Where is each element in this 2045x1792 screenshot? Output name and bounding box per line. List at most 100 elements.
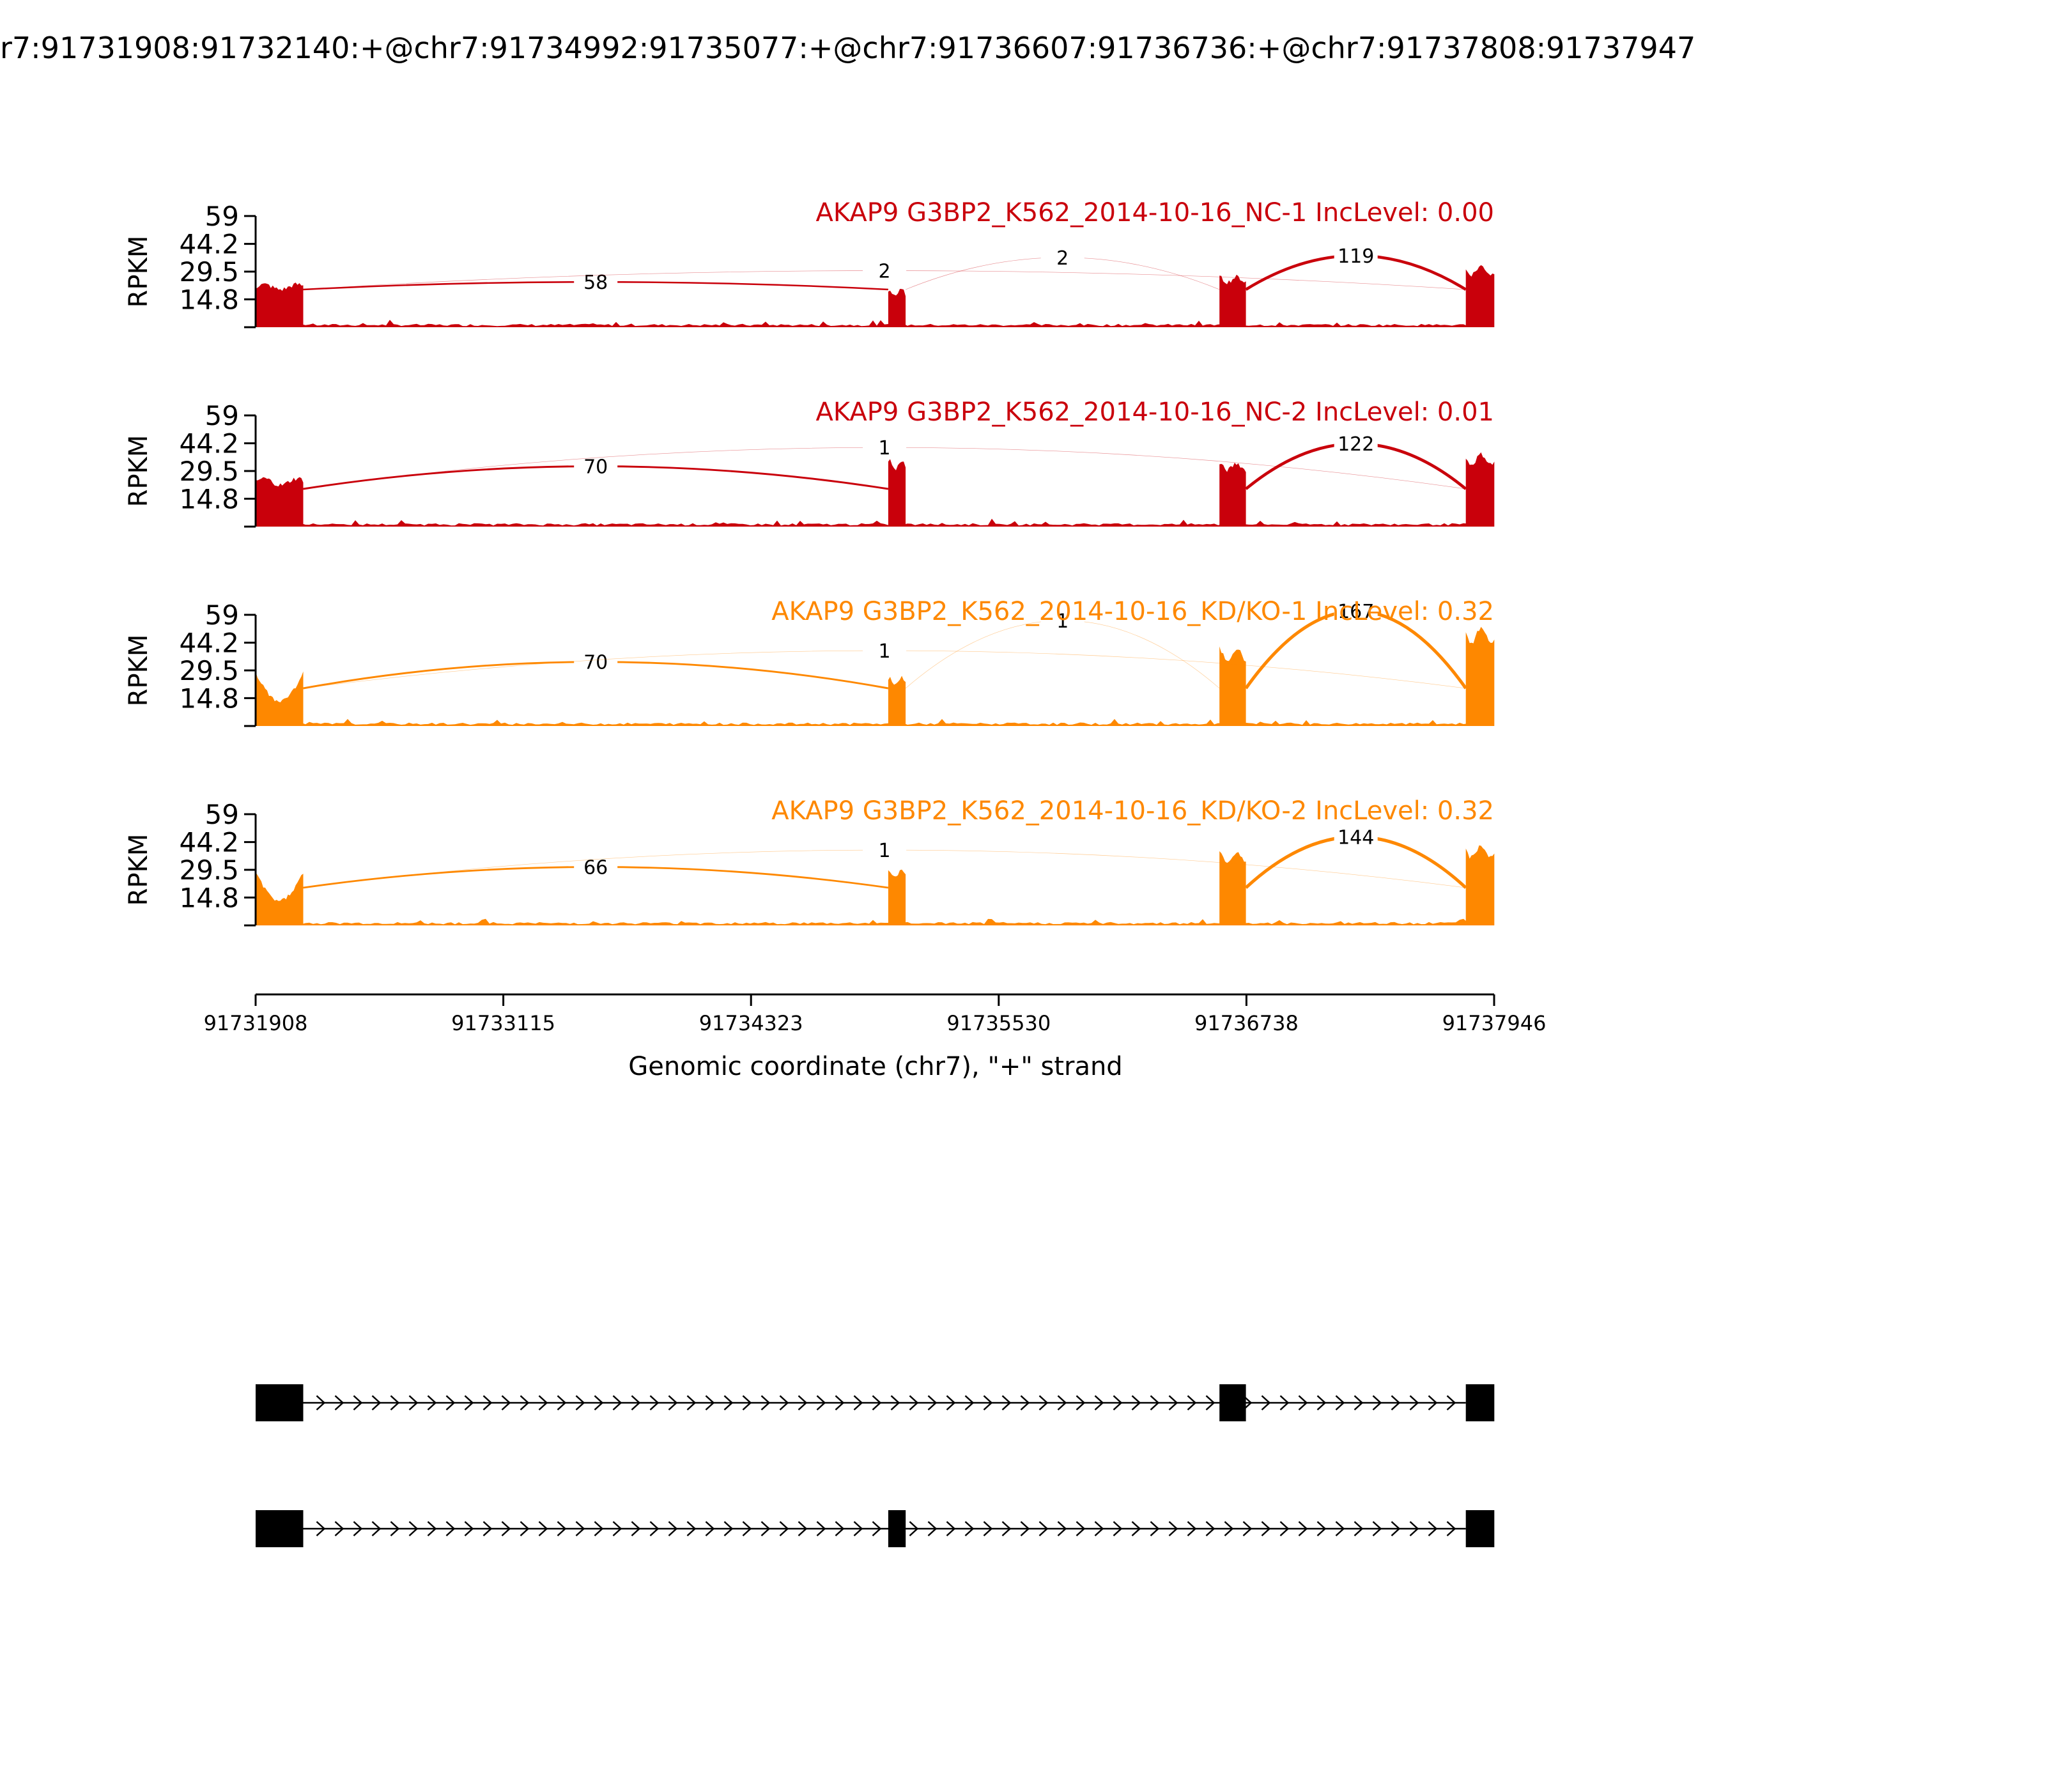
strand-arrow (1057, 1395, 1067, 1410)
strand-arrow (316, 1521, 326, 1536)
junction-count-1: 58 (574, 270, 618, 294)
exon-coverage-3 (1219, 646, 1246, 726)
junction-count-2: 1 (863, 838, 907, 862)
strand-arrow (1354, 1395, 1364, 1410)
junction-count-2: 1 (863, 638, 907, 663)
strand-arrow (1446, 1395, 1456, 1410)
junction-count-text: 2 (879, 261, 891, 283)
strand-arrow (779, 1521, 789, 1536)
strand-arrow (371, 1395, 382, 1410)
strand-arrow (482, 1395, 493, 1410)
junction-count-3: 144 (1334, 824, 1378, 849)
strand-arrow (1335, 1395, 1345, 1410)
exon-block (1465, 1384, 1495, 1421)
strand-arrow (501, 1521, 511, 1536)
junction-count-text: 2 (1056, 247, 1069, 270)
strand-arrow (723, 1521, 734, 1536)
strand-arrow (408, 1521, 419, 1536)
strand-arrow (1316, 1521, 1327, 1536)
background-coverage (256, 719, 1494, 726)
strand-arrow (1354, 1521, 1364, 1536)
strand-arrow (1168, 1395, 1178, 1410)
strand-arrow (1001, 1521, 1012, 1536)
y-axis-label: RPKM (124, 236, 153, 308)
strand-arrow (1428, 1395, 1438, 1410)
strand-arrow (964, 1395, 975, 1410)
strand-arrow (445, 1521, 456, 1536)
exon-coverage-2 (888, 869, 906, 925)
strand-arrow (427, 1521, 437, 1536)
strand-arrow (1242, 1521, 1253, 1536)
strand-arrow (427, 1395, 437, 1410)
strand-arrow (1205, 1521, 1215, 1536)
strand-arrow (1316, 1395, 1327, 1410)
strand-arrow (964, 1521, 975, 1536)
strand-arrow (1001, 1395, 1012, 1410)
strand-arrow (835, 1395, 845, 1410)
y-tick-label: 14.8 (179, 483, 239, 514)
y-tick-label: 44.2 (179, 229, 239, 260)
strand-arrow (1131, 1395, 1141, 1410)
y-axis-label: RPKM (124, 834, 153, 906)
strand-arrow (1168, 1521, 1178, 1536)
junction-count-4: 167 (1334, 599, 1378, 623)
junction-count-text: 70 (583, 652, 608, 674)
y-tick-label: 59 (205, 799, 239, 830)
y-tick-label: 14.8 (179, 683, 239, 714)
junction-count-bg (1334, 431, 1378, 455)
strand-arrow (1372, 1521, 1382, 1536)
junction-count-1: 66 (574, 854, 618, 879)
strand-arrow (946, 1395, 956, 1410)
junction-count-bg (1334, 599, 1378, 622)
strand-arrow (890, 1395, 900, 1410)
junction-count-bg (574, 649, 618, 673)
junction-count-bg (574, 270, 618, 293)
y-axis-label: RPKM (124, 635, 153, 707)
strand-arrow (1298, 1395, 1308, 1410)
y-tick-label: 29.5 (179, 456, 239, 487)
y-tick-label: 59 (205, 201, 239, 232)
strand-arrow (649, 1395, 660, 1410)
strand-arrow (538, 1521, 548, 1536)
x-axis-label: Genomic coordinate (chr7), "+" strand (628, 1052, 1122, 1081)
panel-4: 66 1 144 14.829.544.259 RPKM AKAP9 G3BP2_K562… (124, 796, 1495, 927)
junction-count-text: 70 (583, 456, 608, 479)
y-axis-label: RPKM (124, 435, 153, 507)
strand-arrow (1076, 1395, 1086, 1410)
strand-arrow (798, 1521, 808, 1536)
junction-count-bg (574, 854, 618, 878)
strand-arrow (631, 1395, 641, 1410)
panel-2: 70 1 122 14.829.544.259 RPKM AKAP9 G3BP2_K562… (124, 398, 1495, 528)
strand-arrow (538, 1395, 548, 1410)
strand-arrow (575, 1521, 585, 1536)
strand-arrow (464, 1395, 474, 1410)
strand-arrow (575, 1395, 585, 1410)
junction-count-3: 122 (1334, 431, 1378, 456)
strand-arrow (1409, 1521, 1419, 1536)
strand-arrow (705, 1521, 715, 1536)
exon-coverage-1 (256, 477, 304, 527)
strand-arrow (1335, 1521, 1345, 1536)
junction-count-bg (1334, 243, 1378, 266)
junction-count-bg (1334, 824, 1378, 848)
exon-coverage-4 (1465, 265, 1495, 327)
strand-arrow (760, 1521, 771, 1536)
junction-count-3: 2 (1040, 245, 1084, 270)
strand-arrow (798, 1395, 808, 1410)
y-tick-label: 29.5 (179, 854, 239, 886)
exon-block (888, 1510, 906, 1547)
junction-count-2: 2 (863, 258, 907, 283)
strand-arrow (1391, 1521, 1401, 1536)
strand-arrow (1279, 1395, 1290, 1410)
background-coverage (256, 518, 1494, 527)
strand-arrow (983, 1521, 993, 1536)
y-tick-label: 44.2 (179, 628, 239, 659)
junction-count-text: 167 (1338, 601, 1374, 623)
exon-coverage-1 (256, 282, 304, 327)
strand-arrow (1094, 1395, 1104, 1410)
figure-title: r7:91731908:91732140:+@chr7:91734992:917… (0, 31, 1695, 65)
junction-count-bg (1040, 245, 1084, 268)
strand-arrow (723, 1395, 734, 1410)
strand-arrow (1094, 1521, 1104, 1536)
y-tick-label: 29.5 (179, 256, 239, 288)
